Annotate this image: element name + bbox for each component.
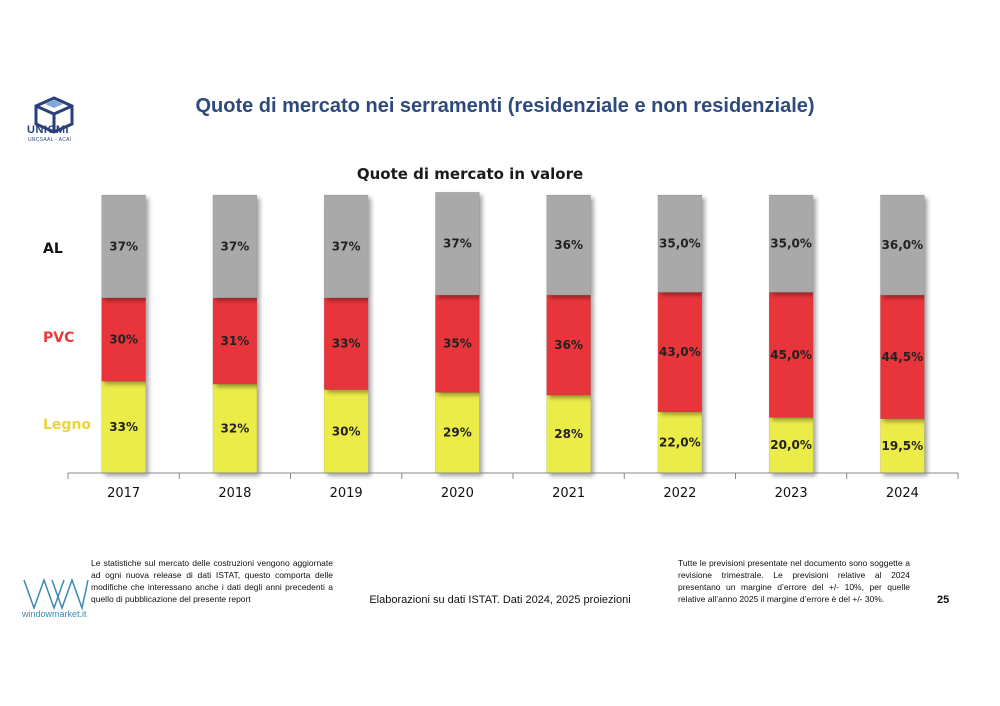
- bar-al-2018: [212, 194, 258, 299]
- x-tick-label: 2020: [441, 486, 474, 501]
- bar-pvc-2021: [546, 294, 591, 396]
- bar-legno-2021: [546, 394, 591, 474]
- legend-label-pvc: PVC: [43, 330, 74, 346]
- data-label-pvc-2024: 44,5%: [882, 350, 924, 364]
- bar-legno-2023: [768, 417, 814, 474]
- x-tick-label: 2018: [218, 486, 251, 501]
- x-tick-label: 2019: [330, 486, 363, 501]
- x-tick-label: 2024: [886, 486, 919, 501]
- chart-title: Quote di mercato in valore: [356, 165, 584, 183]
- data-label-al-2023: 35,0%: [770, 237, 812, 251]
- data-label-al-2019: 37%: [332, 239, 361, 253]
- x-tick-label: 2021: [552, 486, 585, 501]
- page-title: Quote di mercato nei serramenti (residen…: [195, 95, 815, 117]
- bar-legno-2020: [435, 392, 480, 474]
- bar-al-2021: [546, 194, 591, 296]
- bar-pvc-2020: [435, 294, 480, 393]
- bar-al-2020: [435, 191, 480, 296]
- windowmarket-logo-icon: [23, 577, 89, 610]
- data-label-legno-2019: 30%: [332, 424, 361, 438]
- data-label-al-2018: 37%: [221, 239, 250, 253]
- bar-pvc-2023: [768, 292, 814, 418]
- data-label-legno-2020: 29%: [443, 426, 472, 440]
- x-tick-label: 2017: [107, 486, 140, 501]
- data-label-legno-2021: 28%: [554, 427, 583, 441]
- source-note: Elaborazioni su dati ISTAT. Dati 2024, 2…: [369, 594, 631, 606]
- data-label-al-2020: 37%: [443, 237, 472, 251]
- bar-pvc-2018: [212, 297, 258, 385]
- bar-pvc-2022: [657, 292, 703, 413]
- data-label-pvc-2022: 43,0%: [659, 345, 701, 359]
- page-number: 25: [937, 594, 950, 606]
- bar-legno-2022: [657, 411, 703, 474]
- data-label-al-2017: 37%: [109, 239, 138, 253]
- bar-al-2022: [657, 194, 703, 293]
- bar-al-2017: [101, 194, 146, 299]
- logo-subtitle: UNCSAAL - ACAI: [28, 137, 72, 143]
- note-right: Tutte le previsioni presentate nel docum…: [678, 558, 910, 604]
- data-label-al-2022: 35,0%: [659, 237, 701, 251]
- legend-label-al: AL: [43, 241, 63, 257]
- data-label-al-2021: 36%: [554, 238, 583, 252]
- data-label-pvc-2023: 45,0%: [770, 348, 812, 362]
- data-label-pvc-2018: 31%: [221, 334, 250, 348]
- x-tick-label: 2023: [775, 486, 808, 501]
- bar-al-2019: [323, 194, 369, 299]
- bar-legno-2017: [101, 381, 146, 474]
- note-left: Le statistiche sul mercato delle costruz…: [91, 558, 333, 604]
- bar-al-2024: [880, 194, 925, 296]
- stacked-bar-chart: 33% 30% 37% 2017 32% 31% 37% 2018 30% 33% 37% 2019 2…: [43, 191, 959, 501]
- x-tick-label: 2022: [663, 486, 696, 501]
- data-label-legno-2023: 20,0%: [770, 438, 812, 452]
- data-label-legno-2018: 32%: [221, 422, 250, 436]
- data-label-legno-2024: 19,5%: [882, 439, 924, 453]
- data-label-pvc-2017: 30%: [109, 333, 138, 347]
- brand-text: windowmarket.it: [22, 609, 87, 619]
- data-label-pvc-2021: 36%: [554, 338, 583, 352]
- data-label-legno-2017: 33%: [109, 420, 138, 434]
- data-label-pvc-2019: 33%: [332, 337, 361, 351]
- data-label-legno-2022: 22,0%: [659, 435, 701, 449]
- bar-al-2023: [768, 194, 814, 293]
- logo-name: UNICMI: [27, 124, 70, 136]
- bar-pvc-2017: [101, 297, 146, 382]
- data-label-al-2024: 36,0%: [882, 238, 924, 252]
- bar-legno-2024: [880, 418, 925, 474]
- legend-label-legno: Legno: [43, 417, 91, 433]
- data-label-pvc-2020: 35%: [443, 337, 472, 351]
- unicmi-logo-icon: [34, 96, 74, 134]
- bar-legno-2019: [323, 389, 369, 474]
- bar-pvc-2024: [880, 294, 925, 420]
